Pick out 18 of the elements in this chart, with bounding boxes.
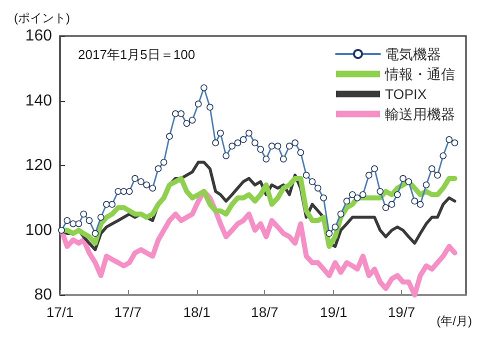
y-tick-label: 100 — [25, 222, 52, 239]
legend-label: 電気機器 — [385, 46, 441, 62]
x-tick-label: 19/7 — [388, 304, 416, 320]
x-tick-label: 18/1 — [183, 304, 211, 320]
y-tick-label: 120 — [25, 157, 52, 174]
legend-label: 輸送用機器 — [385, 106, 455, 122]
x-tick-label: 18/7 — [251, 304, 279, 320]
legend-label: 情報・通信 — [384, 66, 455, 82]
y-tick-label: 140 — [25, 92, 52, 110]
x-tick-label: 17/1 — [46, 304, 74, 320]
x-axis-title: (年/月) — [436, 314, 472, 328]
y-tick-label: 160 — [25, 28, 52, 44]
x-tick-label: 17/7 — [114, 304, 142, 320]
y-tick-label: 80 — [34, 286, 52, 304]
x-tick-label: 19/1 — [320, 304, 348, 320]
annotation: 2017年1月5日＝100 — [78, 47, 196, 62]
y-axis-title: (ポイント) — [14, 11, 70, 25]
legend-label: TOPIX — [385, 86, 428, 102]
